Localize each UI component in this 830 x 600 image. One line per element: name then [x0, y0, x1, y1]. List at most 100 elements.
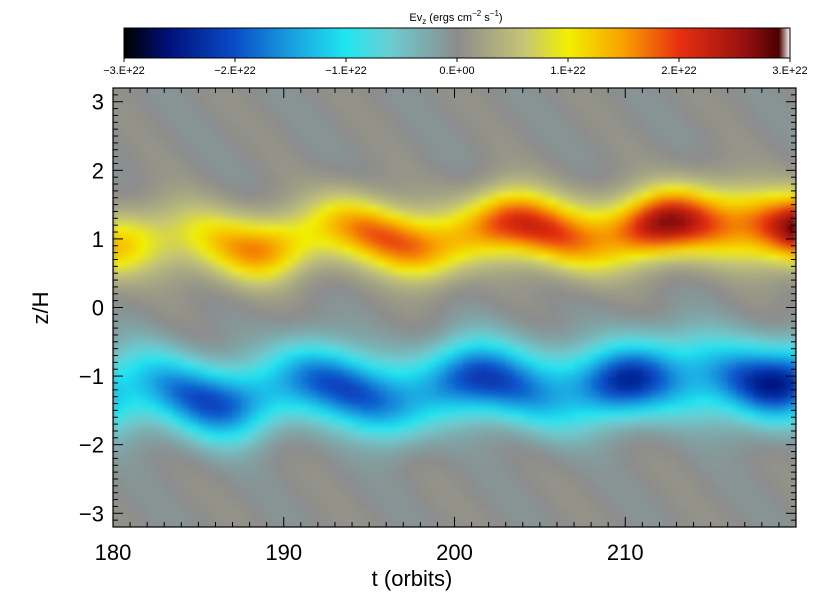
- heatmap-cell: [556, 266, 567, 274]
- heatmap-cell: [574, 403, 584, 412]
- heatmap-cell: [215, 266, 225, 274]
- heatmap-cell: [249, 142, 259, 151]
- heatmap-cell: [121, 437, 131, 446]
- heatmap-cell: [497, 314, 507, 323]
- heatmap-cell: [531, 170, 541, 178]
- heatmap-cell: [471, 129, 481, 137]
- heatmap-cell: [215, 437, 225, 446]
- heatmap-cell: [292, 355, 302, 364]
- heatmap-cell: [215, 286, 225, 295]
- heatmap-cell: [232, 389, 242, 398]
- heatmap-cell: [574, 136, 584, 144]
- heatmap-cell: [454, 444, 464, 453]
- heatmap-cell: [420, 417, 430, 425]
- heatmap-cell: [685, 424, 695, 432]
- heatmap-cell: [343, 245, 353, 254]
- heatmap-cell: [727, 108, 738, 117]
- heatmap-cell: [317, 410, 328, 419]
- heatmap-cell: [565, 101, 575, 110]
- heatmap-cell: [702, 252, 712, 261]
- heatmap-cell: [300, 225, 311, 233]
- heatmap-cell: [249, 280, 259, 288]
- heatmap-cell: [215, 170, 225, 178]
- heatmap-cell: [403, 149, 413, 158]
- heatmap-cell: [283, 266, 294, 274]
- heatmap-cell: [565, 369, 575, 377]
- heatmap-cell: [659, 334, 669, 343]
- heatmap-cell: [685, 136, 695, 144]
- heatmap-cell: [309, 129, 319, 137]
- heatmap-cell: [761, 348, 772, 357]
- heatmap-cell: [394, 280, 405, 288]
- heatmap-cell: [548, 225, 558, 233]
- heatmap-cell: [147, 382, 157, 391]
- heatmap-cell: [352, 122, 362, 130]
- heatmap-cell: [172, 485, 183, 494]
- heatmap-cell: [736, 259, 746, 268]
- heatmap-cell: [471, 369, 481, 377]
- heatmap-cell: [454, 437, 464, 446]
- heatmap-cell: [411, 142, 422, 151]
- heatmap-cell: [241, 389, 251, 398]
- heatmap-cell: [394, 101, 405, 110]
- heatmap-cell: [667, 513, 678, 521]
- heatmap-cell: [445, 499, 456, 508]
- heatmap-cell: [761, 307, 772, 316]
- heatmap-cell: [428, 492, 439, 501]
- heatmap-cell: [599, 184, 609, 192]
- heatmap-cell: [428, 238, 439, 247]
- heatmap-cell: [377, 170, 387, 178]
- heatmap-cell: [155, 280, 166, 288]
- heatmap-cell: [616, 280, 627, 288]
- heatmap-cell: [488, 472, 498, 480]
- heatmap-cell: [480, 211, 490, 220]
- heatmap-cell: [753, 403, 763, 412]
- heatmap-cell: [334, 355, 345, 364]
- heatmap-cell: [719, 218, 729, 226]
- heatmap-cell: [138, 355, 148, 364]
- heatmap-cell: [514, 499, 524, 508]
- heatmap-cell: [172, 190, 183, 199]
- heatmap-cell: [428, 328, 439, 336]
- heatmap-cell: [386, 218, 396, 226]
- heatmap-cell: [531, 410, 541, 419]
- heatmap-cell: [189, 177, 200, 185]
- heatmap-cell: [736, 252, 746, 261]
- heatmap-cell: [693, 321, 703, 329]
- heatmap-cell: [693, 362, 703, 371]
- heatmap-cell: [471, 280, 481, 288]
- heatmap-cell: [676, 156, 686, 165]
- heatmap-cell: [198, 430, 208, 439]
- heatmap-cell: [360, 190, 370, 199]
- heatmap-cell: [445, 417, 456, 425]
- heatmap-cell: [326, 149, 336, 158]
- heatmap-cell: [369, 108, 379, 117]
- heatmap-cell: [642, 430, 652, 439]
- heatmap-cell: [147, 211, 157, 220]
- heatmap-cell: [582, 348, 592, 357]
- heatmap-cell: [531, 142, 541, 151]
- heatmap-cell: [753, 382, 763, 391]
- heatmap-cell: [710, 465, 720, 473]
- heatmap-cell: [693, 156, 703, 165]
- heatmap-cell: [198, 190, 208, 199]
- heatmap-cell: [710, 492, 720, 501]
- heatmap-cell: [428, 101, 439, 110]
- heatmap-cell: [292, 245, 302, 254]
- heatmap-cell: [565, 293, 575, 302]
- heatmap-cell: [215, 458, 225, 467]
- heatmap-cell: [300, 197, 311, 206]
- heatmap-cell: [394, 417, 405, 425]
- heatmap-cell: [232, 101, 242, 110]
- heatmap-cell: [693, 520, 703, 527]
- heatmap-cell: [437, 321, 447, 329]
- heatmap-cell: [352, 376, 362, 384]
- heatmap-cell: [343, 259, 353, 268]
- heatmap-cell: [317, 382, 328, 391]
- heatmap-cell: [386, 156, 396, 165]
- heatmap-cell: [113, 362, 123, 371]
- heatmap-cell: [565, 451, 575, 460]
- heatmap-cell: [420, 170, 430, 178]
- heatmap-cell: [625, 321, 635, 329]
- heatmap-cell: [505, 403, 516, 412]
